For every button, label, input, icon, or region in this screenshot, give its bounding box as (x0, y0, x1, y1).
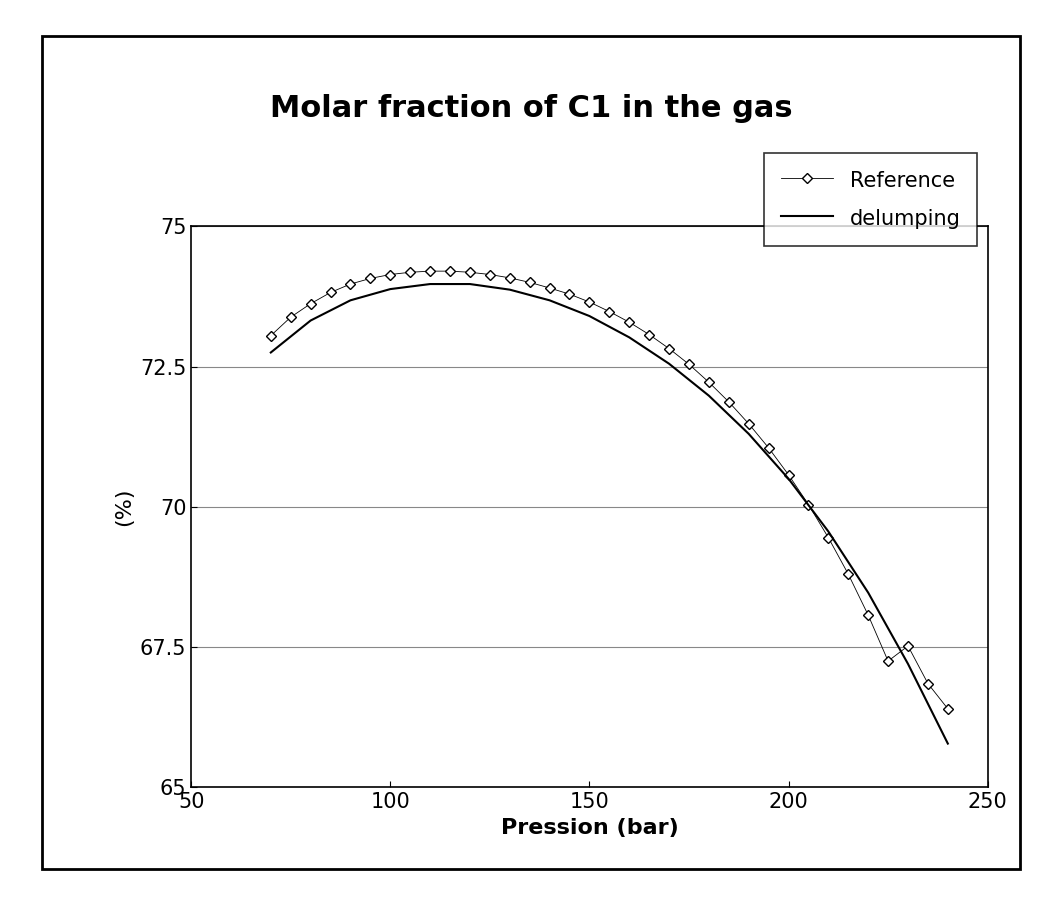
Reference (383, 269, 396, 280)
delumping (424, 279, 436, 290)
Reference (763, 443, 775, 453)
Reference (344, 279, 357, 290)
Reference (643, 329, 655, 340)
Reference (444, 266, 457, 277)
Reference (503, 272, 516, 283)
delumping (902, 659, 914, 670)
Reference (742, 418, 755, 429)
Reference (424, 266, 436, 277)
Reference (802, 500, 815, 510)
Reference (822, 532, 835, 543)
Y-axis label: (%): (%) (115, 488, 134, 526)
delumping (383, 283, 396, 294)
Reference (285, 311, 297, 322)
delumping (344, 295, 357, 306)
Reference (563, 289, 576, 300)
Reference (364, 273, 377, 284)
Reference (324, 287, 337, 298)
Reference (861, 610, 874, 621)
delumping (861, 587, 874, 598)
Reference (922, 678, 935, 689)
Line: delumping: delumping (271, 284, 947, 744)
Reference (622, 317, 635, 328)
Reference (483, 269, 496, 280)
Reference (703, 376, 716, 387)
delumping (622, 332, 635, 343)
delumping (503, 284, 516, 295)
Reference (583, 297, 596, 308)
delumping (941, 738, 954, 749)
Reference (782, 470, 794, 481)
delumping (543, 295, 556, 306)
delumping (703, 390, 716, 401)
delumping (463, 279, 476, 290)
Reference (463, 267, 476, 278)
Reference (902, 641, 914, 652)
delumping (782, 473, 794, 484)
Reference (404, 267, 416, 278)
Reference (663, 343, 675, 354)
Reference (881, 655, 894, 666)
Reference (941, 703, 954, 714)
delumping (663, 358, 675, 369)
Legend: Reference, delumping: Reference, delumping (765, 153, 977, 246)
Line: Reference: Reference (268, 268, 952, 712)
Reference (722, 396, 735, 407)
delumping (304, 315, 316, 326)
delumping (822, 526, 835, 537)
Reference (304, 299, 316, 310)
delumping (264, 348, 277, 358)
Text: Molar fraction of C1 in the gas: Molar fraction of C1 in the gas (270, 94, 792, 123)
Reference (842, 568, 855, 579)
Reference (264, 330, 277, 341)
Reference (543, 282, 556, 293)
X-axis label: Pression (bar): Pression (bar) (500, 818, 679, 838)
Reference (683, 359, 696, 370)
Reference (524, 277, 536, 288)
Reference (603, 306, 616, 317)
delumping (583, 310, 596, 321)
delumping (742, 428, 755, 439)
